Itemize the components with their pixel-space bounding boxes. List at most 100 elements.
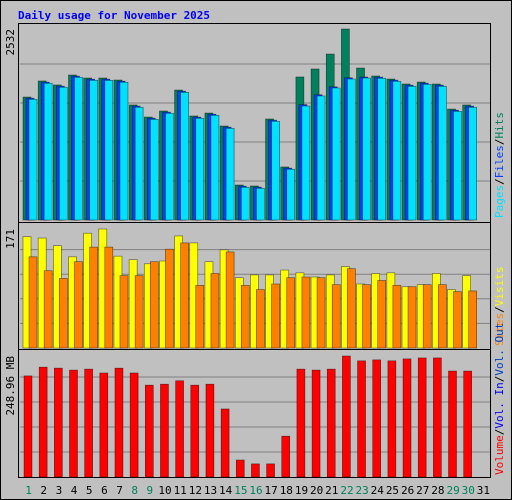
- bar: [165, 248, 174, 349]
- legend-entry: Pages: [493, 185, 506, 218]
- x-tick-label: 11: [174, 484, 187, 497]
- bar: [84, 368, 93, 478]
- x-tick-label: 9: [147, 484, 154, 497]
- legend-entry: Volume: [493, 435, 506, 475]
- bar: [43, 82, 53, 221]
- legend: Pages/Files/Hits: [493, 112, 506, 218]
- bar: [448, 370, 457, 478]
- bar: [104, 246, 114, 349]
- bar: [225, 251, 235, 349]
- bar: [407, 286, 417, 349]
- bar: [422, 284, 432, 349]
- x-tick-label: 28: [431, 484, 444, 497]
- x-tick-label: 27: [416, 484, 429, 497]
- bar: [119, 275, 129, 349]
- bar: [362, 77, 371, 221]
- bar: [256, 187, 265, 221]
- bar: [311, 369, 321, 478]
- bar: [59, 278, 68, 349]
- bar: [453, 291, 462, 349]
- bar: [220, 408, 230, 478]
- bar: [144, 384, 154, 478]
- bar: [235, 459, 245, 478]
- bar: [331, 284, 341, 349]
- bar: [463, 370, 472, 478]
- bar: [134, 106, 144, 221]
- x-tick-label: 24: [371, 484, 385, 497]
- bar: [160, 383, 169, 478]
- bar: [286, 168, 296, 221]
- chart-title: Daily usage for November 2025: [18, 9, 210, 22]
- x-tick-label: 30: [462, 484, 475, 497]
- bar: [43, 270, 53, 349]
- x-tick-label: 22: [340, 484, 353, 497]
- x-tick-label: 21: [325, 484, 338, 497]
- x-tick-label: 26: [401, 484, 414, 497]
- x-tick-label: 15: [234, 484, 247, 497]
- bar: [180, 242, 189, 349]
- x-tick-label: 13: [204, 484, 217, 497]
- bar: [271, 283, 280, 349]
- bar: [190, 384, 200, 478]
- bar: [326, 368, 336, 478]
- y-tick-label: 2532: [4, 29, 17, 56]
- bar: [28, 256, 38, 349]
- x-tick-label: 31: [477, 484, 490, 497]
- bar: [266, 463, 275, 478]
- bar: [134, 275, 144, 349]
- x-tick-label: 7: [116, 484, 123, 497]
- bar: [417, 357, 427, 478]
- bar: [468, 106, 477, 221]
- bar: [175, 380, 184, 478]
- bar: [180, 91, 189, 221]
- bar: [114, 367, 124, 478]
- x-tick-label: 25: [386, 484, 399, 497]
- bar: [74, 76, 83, 221]
- bar: [377, 280, 387, 349]
- bar: [54, 367, 63, 478]
- legend-separator: /: [493, 429, 506, 436]
- bar: [23, 375, 33, 478]
- bar: [357, 360, 366, 478]
- bar: [225, 127, 235, 221]
- bar: [301, 105, 311, 221]
- bar: [89, 246, 98, 349]
- bar: [28, 99, 38, 221]
- legend-entry: Files: [493, 145, 506, 178]
- legend-separator: /: [493, 139, 506, 146]
- bar: [316, 95, 326, 221]
- legend: Volume/Vol. In/Vol. Out: [493, 323, 506, 475]
- bar: [74, 261, 83, 349]
- legend-entry: Sites: [493, 313, 506, 346]
- legend-separator: /: [493, 178, 506, 185]
- bar: [89, 79, 98, 221]
- bar: [195, 117, 205, 221]
- x-tick-label: 5: [86, 484, 93, 497]
- y-tick-label: 171: [4, 229, 17, 249]
- bar: [149, 261, 159, 349]
- bar: [165, 112, 174, 221]
- x-tick-label: 16: [249, 484, 262, 497]
- y-tick-label: 248.96 MB: [4, 356, 17, 416]
- bar: [422, 83, 432, 221]
- bar: [377, 77, 387, 221]
- legend-entry: Vol. In: [493, 382, 506, 428]
- bar: [149, 118, 159, 221]
- bar: [362, 284, 371, 349]
- x-tick-label: 2: [40, 484, 47, 497]
- x-tick-label: 1: [25, 484, 32, 497]
- x-tick-label: 14: [219, 484, 233, 497]
- bar: [99, 372, 109, 478]
- x-tick-label: 19: [295, 484, 308, 497]
- bar: [316, 277, 326, 349]
- x-tick-label: 18: [280, 484, 293, 497]
- bar: [119, 81, 129, 221]
- bar: [453, 110, 462, 221]
- bar: [286, 277, 296, 349]
- legend-separator: /: [493, 376, 506, 383]
- bar: [402, 358, 412, 478]
- bar: [301, 276, 311, 349]
- x-tick-label: 20: [310, 484, 323, 497]
- legend-entry: Hits: [493, 112, 506, 139]
